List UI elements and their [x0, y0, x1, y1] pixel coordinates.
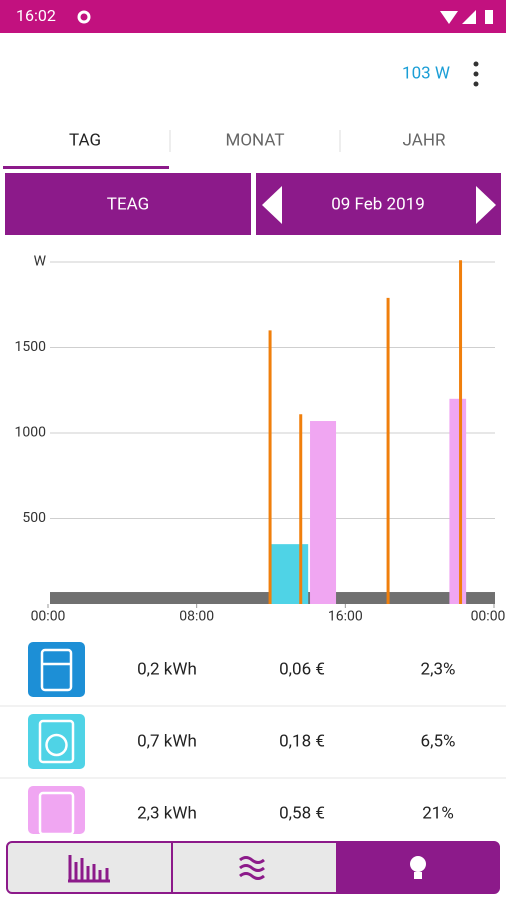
- bar: [269, 544, 309, 604]
- tab[interactable]: JAHR: [403, 130, 446, 150]
- chart-nav-icon[interactable]: [68, 855, 110, 883]
- tab[interactable]: TAG: [69, 130, 101, 150]
- y-tick-label: 1500: [15, 339, 47, 355]
- cost: 0,58 €: [279, 803, 325, 823]
- prev-button[interactable]: [262, 186, 282, 224]
- share: 21%: [422, 803, 454, 823]
- fridge-icon: [28, 642, 85, 697]
- tab-indicator: [3, 166, 169, 169]
- provider: TEAG: [107, 194, 149, 214]
- energy: 0,2 kWh: [137, 659, 197, 679]
- settings-icon: [77, 10, 91, 24]
- tab[interactable]: MONAT: [226, 130, 285, 150]
- energy: 2,3 kWh: [137, 803, 197, 823]
- status-bar: [0, 0, 506, 33]
- y-tick-label: W: [34, 254, 47, 270]
- x-tick-label: 00:00: [31, 609, 66, 625]
- clock: 16:02: [16, 6, 56, 25]
- bar: [310, 421, 337, 604]
- date-picker: [256, 173, 501, 235]
- x-tick-label: 00:00: [471, 609, 506, 625]
- bulb-nav-icon[interactable]: [410, 856, 426, 879]
- cost: 0,18 €: [279, 731, 325, 751]
- x-tick-label: 16:00: [328, 609, 363, 625]
- next-button[interactable]: [476, 186, 496, 224]
- energy: 0,7 kWh: [137, 731, 197, 751]
- wifi-icon: [440, 11, 458, 24]
- washer-icon: [28, 714, 85, 769]
- provider-button[interactable]: [5, 173, 251, 235]
- bar: [449, 398, 467, 604]
- y-tick-label: 1000: [15, 425, 47, 441]
- signal-icon: [462, 10, 476, 24]
- battery-icon: [485, 10, 493, 24]
- menu-button[interactable]: [473, 61, 479, 87]
- x-tick-label: 08:00: [179, 609, 214, 625]
- share: 2,3%: [421, 659, 456, 679]
- share: 6,5%: [421, 731, 456, 751]
- power-reading: 103 W: [402, 63, 450, 83]
- dishwasher-icon: [28, 786, 85, 836]
- date: 09 Feb 2019: [331, 194, 425, 214]
- cost: 0,06 €: [279, 659, 325, 679]
- wave-nav-icon[interactable]: [239, 856, 265, 880]
- y-tick-label: 500: [22, 510, 46, 526]
